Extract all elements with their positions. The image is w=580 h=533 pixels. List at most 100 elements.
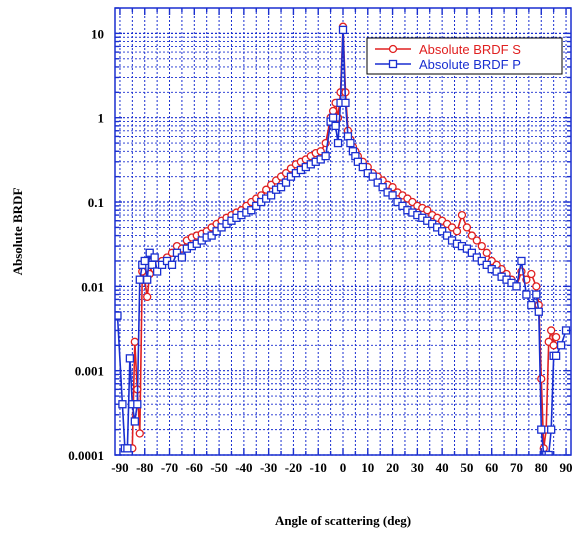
data-point	[517, 256, 526, 266]
data-point	[150, 253, 159, 262]
x-tick-label: 80	[535, 460, 548, 475]
data-point	[143, 292, 152, 302]
x-tick-label: -20	[285, 460, 302, 475]
data-point	[527, 269, 536, 279]
data-point	[547, 326, 556, 335]
x-tick-label: -10	[310, 460, 327, 475]
data-point	[423, 206, 432, 215]
data-point	[544, 450, 553, 455]
data-point	[353, 157, 363, 166]
data-point	[331, 121, 340, 131]
data-point	[547, 425, 556, 434]
data-point	[281, 178, 291, 187]
data-point	[522, 290, 531, 299]
x-tick-label: -90	[111, 460, 128, 475]
y-tick-label: 10	[91, 26, 104, 41]
x-tick-label: 0	[340, 460, 347, 475]
x-tick-label: -60	[186, 460, 203, 475]
data-point	[437, 227, 447, 236]
data-point	[140, 256, 149, 266]
data-point	[549, 341, 558, 350]
data-point	[247, 206, 256, 215]
x-tick-label: -30	[260, 460, 277, 475]
data-point	[467, 231, 477, 240]
x-tick-label: 70	[510, 460, 523, 475]
data-point	[172, 248, 182, 257]
data-point	[462, 244, 472, 253]
y-tick-labels: 0.0001 0.001 0.01 0.1 1 10	[68, 26, 104, 463]
data-point	[373, 178, 382, 187]
x-axis-title: Angle of scattering (deg)	[275, 513, 411, 528]
data-point	[532, 290, 541, 299]
plot-frame	[114, 7, 572, 456]
y-tick-label: 0.1	[88, 195, 104, 210]
data-point	[467, 248, 477, 257]
data-point	[338, 25, 348, 35]
x-tick-label: -50	[210, 460, 227, 475]
data-point	[472, 236, 481, 245]
data-point	[130, 417, 139, 426]
y-axis-title: Absolute BRDF	[10, 188, 25, 276]
data-point	[452, 227, 462, 236]
y-tick-label: 0.01	[81, 279, 104, 294]
legend-label: Absolute BRDF P	[419, 57, 521, 72]
data-point	[492, 267, 501, 276]
legend-box	[366, 37, 563, 75]
x-tick-label: -80	[136, 460, 153, 475]
data-point	[152, 267, 162, 276]
data-point	[341, 98, 350, 108]
x-tick-label: 30	[411, 460, 424, 475]
data-point	[477, 241, 486, 251]
y-tick-label: 0.001	[75, 364, 104, 379]
x-tick-label: -70	[161, 460, 178, 475]
data-point	[177, 253, 187, 262]
data-point	[321, 152, 330, 161]
data-point	[358, 162, 367, 172]
data-point	[123, 444, 132, 453]
data-point	[442, 231, 452, 240]
data-point	[167, 260, 177, 269]
data-point	[135, 275, 144, 284]
data-point	[532, 282, 541, 291]
data-point	[551, 332, 561, 342]
x-tick-labels: -90 -80 -70 -60 -50 -40 -30 -20 -10 0 10 20 30 40 50 60…	[111, 460, 572, 475]
data-point	[398, 201, 407, 211]
y-tick-label: 0.0001	[68, 448, 104, 463]
data-point	[276, 183, 286, 192]
legend-marker	[388, 44, 398, 54]
data-point	[512, 282, 521, 291]
data-point	[207, 231, 216, 240]
data-point	[457, 210, 467, 220]
grid-lines	[115, 7, 571, 456]
data-point	[527, 300, 536, 310]
data-point	[266, 191, 276, 200]
data-point	[537, 425, 546, 434]
x-tick-label: -40	[235, 460, 252, 475]
data-point	[482, 248, 491, 257]
data-point	[368, 172, 377, 181]
data-point	[551, 351, 561, 360]
data-point	[556, 341, 566, 350]
legend-label: Absolute BRDF S	[419, 42, 521, 57]
data-point	[333, 138, 343, 148]
data-point	[135, 429, 144, 438]
data-point	[118, 400, 127, 409]
x-tick-label: 60	[485, 460, 498, 475]
data-point	[328, 106, 338, 116]
legend-marker	[388, 59, 398, 69]
data-point	[537, 374, 546, 383]
series-p	[115, 25, 571, 455]
data-point	[482, 260, 491, 269]
x-tick-label: 50	[460, 460, 473, 475]
x-tick-label: 40	[436, 460, 449, 475]
data-point	[143, 275, 152, 284]
x-tick-label: 10	[361, 460, 374, 475]
x-tick-label: 90	[560, 460, 573, 475]
data-point	[462, 223, 472, 232]
data-point	[378, 183, 387, 192]
data-point	[145, 248, 154, 257]
data-point	[133, 400, 142, 409]
data-point	[148, 260, 157, 269]
